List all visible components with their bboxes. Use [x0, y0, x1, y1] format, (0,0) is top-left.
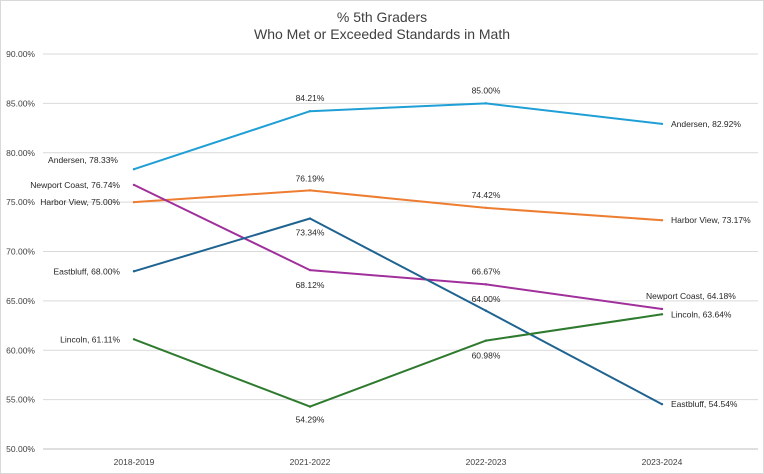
data-point-eastbluff [660, 402, 664, 406]
data-point-andersen [660, 122, 664, 126]
y-tick-label: 80.00% [6, 148, 35, 158]
data-point-andersen [132, 168, 136, 171]
series-line-harbor-view [133, 189, 663, 222]
series-line-lincoln [133, 313, 663, 408]
y-tick-label: 90.00% [6, 49, 35, 59]
data-label-harbor-view: Harbor View, 73.17% [671, 215, 751, 225]
data-label-eastbluff: Eastbluff, 54.54% [671, 399, 738, 409]
data-point-eastbluff [308, 217, 312, 220]
data-label-newport-coast: Newport Coast, 76.74% [30, 180, 120, 190]
series-line-eastbluff [133, 217, 663, 406]
data-point-lincoln [132, 338, 136, 341]
data-label-eastbluff: Eastbluff, 68.00% [54, 266, 121, 276]
x-tick-label: 2018-2019 [114, 457, 155, 467]
data-point-lincoln [660, 313, 664, 316]
data-point-newport-coast [660, 307, 664, 311]
data-label-lincoln: Lincoln, 63.64% [671, 309, 732, 319]
y-tick-label: 65.00% [6, 296, 35, 306]
data-label-eastbluff: 73.34% [296, 228, 325, 238]
x-tick-label: 2022-2023 [466, 457, 507, 467]
y-tick-label: 75.00% [6, 197, 35, 207]
data-label-lincoln: 60.98% [472, 351, 501, 361]
data-label-harbor-view: 76.19% [296, 173, 325, 183]
data-label-harbor-view: 74.42% [472, 190, 501, 200]
series-line-newport-coast [133, 183, 663, 310]
data-point-eastbluff [484, 309, 488, 312]
y-tick-label: 55.00% [6, 395, 35, 405]
data-point-newport-coast [484, 283, 488, 286]
data-point-newport-coast [308, 268, 312, 272]
x-tick-label: 2023-2024 [642, 457, 683, 467]
y-tick-label: 60.00% [6, 345, 35, 355]
data-point-eastbluff [132, 270, 136, 273]
chart-subtitle: Who Met or Exceeded Standards in Math [254, 26, 510, 42]
y-tick-label: 50.00% [6, 444, 35, 454]
data-point-andersen [308, 109, 312, 113]
data-point-harbor-view [660, 218, 664, 222]
data-label-andersen: Andersen, 78.33% [48, 155, 118, 165]
data-point-andersen [484, 102, 488, 105]
x-tick-label: 2021-2022 [290, 457, 331, 467]
data-point-harbor-view [132, 200, 136, 204]
data-label-eastbluff: 64.00% [472, 294, 501, 304]
data-label-lincoln: Lincoln, 61.11% [60, 334, 120, 344]
data-label-newport-coast: 68.12% [296, 280, 325, 290]
data-point-newport-coast [132, 183, 136, 187]
data-label-andersen: 84.21% [296, 93, 325, 103]
data-point-lincoln [308, 405, 312, 408]
data-label-lincoln: 54.29% [296, 415, 325, 425]
data-label-newport-coast: 66.67% [472, 266, 501, 276]
y-tick-label: 70.00% [6, 247, 35, 257]
data-label-andersen: 85.00% [472, 85, 501, 95]
series-line-andersen [133, 102, 663, 171]
data-point-harbor-view [308, 189, 312, 192]
data-label-harbor-view: Harbor View, 75.00% [40, 197, 120, 207]
data-label-andersen: Andersen, 82.92% [671, 119, 741, 129]
data-point-lincoln [484, 339, 488, 342]
data-point-harbor-view [484, 206, 488, 210]
y-tick-label: 85.00% [6, 98, 35, 108]
data-label-newport-coast: Newport Coast, 64.18% [646, 291, 736, 301]
chart-title: % 5th Graders [337, 9, 427, 25]
